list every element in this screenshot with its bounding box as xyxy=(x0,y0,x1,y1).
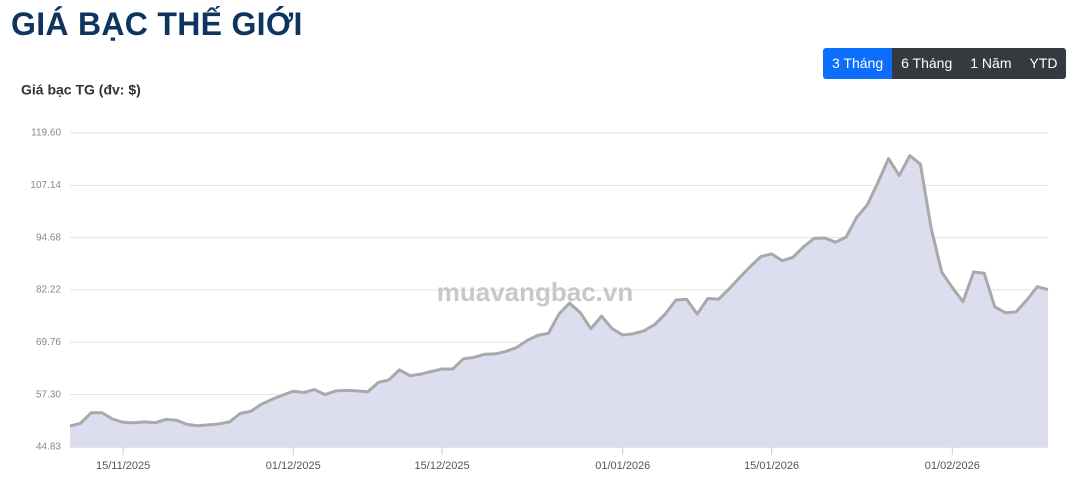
x-tick-label: 01/12/2025 xyxy=(266,460,321,472)
y-tick-label: 69.76 xyxy=(36,337,61,348)
x-tick-label: 15/11/2025 xyxy=(96,460,150,472)
area-line xyxy=(69,154,1049,428)
x-tick-label: 15/01/2026 xyxy=(744,460,799,472)
watermark: muavangbac.vn xyxy=(437,277,634,307)
range-button[interactable]: YTD xyxy=(1020,48,1067,79)
y-tick-label: 107.14 xyxy=(30,180,61,191)
y-tick-label: 57.30 xyxy=(36,389,61,400)
x-tick-label: 01/01/2026 xyxy=(595,460,650,472)
x-tick-label: 15/12/2025 xyxy=(415,460,470,472)
area-fill xyxy=(70,155,1048,447)
range-button[interactable]: 1 Năm xyxy=(961,48,1021,79)
y-tick-label: 119.60 xyxy=(31,128,61,139)
chart-title: Giá bạc TG (đv: $) xyxy=(21,82,141,98)
x-tick-label: 01/02/2026 xyxy=(925,460,980,472)
y-tick-label: 82.22 xyxy=(36,285,61,296)
y-tick-label: 94.68 xyxy=(36,232,61,243)
range-button[interactable]: 3 Tháng xyxy=(823,48,893,79)
page-title: GIÁ BẠC THẾ GIỚI xyxy=(11,6,303,42)
y-tick-label: 44.83 xyxy=(36,442,61,453)
range-buttons: 3 Tháng 6 Tháng 1 Năm YTD xyxy=(823,48,1067,79)
range-button[interactable]: 6 Tháng xyxy=(892,48,962,79)
